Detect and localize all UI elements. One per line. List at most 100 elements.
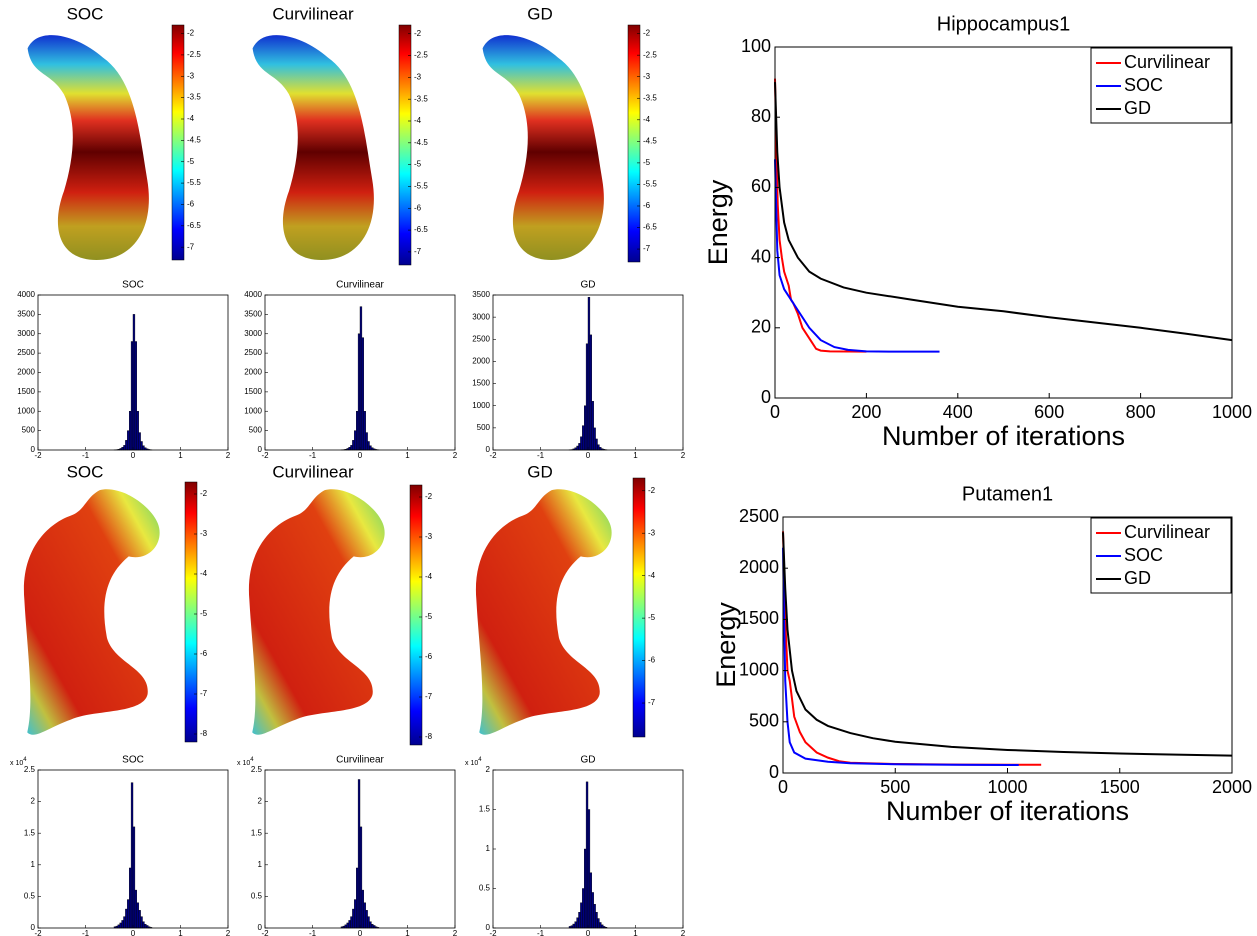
y-tick-label: 1: [258, 860, 263, 869]
x-tick-label: 1: [633, 451, 638, 460]
colorbar-tick-label: -3.5: [643, 93, 657, 102]
y-multiplier-exponent: 4: [250, 757, 254, 763]
histogram-bar: [125, 908, 128, 929]
histogram-bar: [369, 921, 372, 929]
colorbar-tick-label: -5: [648, 613, 656, 622]
y-tick-label: 0: [31, 445, 36, 454]
series-line: [782, 532, 1233, 757]
legend-label: GD: [1124, 98, 1151, 118]
histogram-bar: [585, 343, 589, 451]
histogram-bar: [582, 425, 585, 451]
histogram-bar: [591, 892, 594, 929]
surface-render: [27, 35, 149, 260]
colorbar-tick-label: -6: [200, 649, 208, 658]
y-tick-label: 3500: [472, 290, 490, 299]
histogram-bar: [363, 902, 366, 929]
y-multiplier-base: x 10: [465, 760, 478, 767]
histogram-bar: [134, 341, 137, 451]
histogram-bar: [354, 899, 357, 929]
histogram-bar: [140, 441, 143, 451]
histogram-bar: [140, 916, 143, 929]
histogram-bar: [132, 314, 136, 451]
y-tick-label: 100: [741, 36, 771, 56]
colorbar-tick-label: -6.5: [643, 223, 657, 232]
surface-title: Curvilinear: [272, 4, 354, 23]
histogram-bar: [580, 436, 583, 451]
y-tick-label: 1.5: [24, 828, 36, 837]
histogram-bar: [130, 782, 134, 929]
x-tick-label: -2: [34, 929, 42, 936]
x-tick-label: 2: [453, 929, 458, 936]
histogram-bar: [365, 910, 368, 929]
histogram-bar: [127, 899, 130, 929]
colorbar-tick-label: -7: [187, 242, 195, 251]
histogram-bar: [121, 920, 124, 929]
histogram-bar: [117, 924, 120, 929]
y-tick-label: 1500: [17, 387, 35, 396]
colorbar-tick-label: -3.5: [414, 94, 428, 103]
colorbar-tick-label: -5: [643, 158, 651, 167]
histogram-bar: [363, 411, 366, 451]
y-tick-label: 0.5: [251, 892, 263, 901]
surface-title: GD: [527, 4, 553, 23]
colorbar: [171, 24, 185, 261]
histogram-bar: [130, 341, 134, 451]
histogram-bar: [128, 867, 132, 929]
colorbar-tick-label: -6: [414, 203, 422, 212]
series-line: [782, 547, 1019, 767]
y-multiplier: x 104: [10, 757, 27, 767]
x-tick-label: 2: [681, 451, 686, 460]
y-tick-label: 2000: [17, 368, 35, 377]
histogram-bar: [119, 922, 122, 929]
histogram-bar: [576, 445, 579, 451]
y-tick-label: 0: [769, 762, 779, 782]
x-tick-label: 2: [226, 929, 231, 936]
x-tick-label: -1: [309, 929, 317, 936]
x-tick-label: 2: [226, 451, 231, 460]
histogram-bar: [595, 438, 598, 451]
y-tick-label: 2000: [472, 357, 490, 366]
y-tick-label: 3500: [244, 309, 262, 318]
colorbar-tick-label: -7: [643, 244, 651, 253]
colorbar-tick-label: -6: [425, 652, 433, 661]
x-tick-label: 400: [943, 402, 973, 422]
histogram-bar: [591, 401, 594, 451]
histogram-bar: [576, 917, 579, 929]
series-line: [774, 82, 1233, 342]
y-tick-label: 2500: [17, 348, 35, 357]
colorbar-tick-label: -3: [187, 71, 195, 80]
histogram-title: Curvilinear: [336, 755, 384, 766]
histogram-bar: [357, 333, 361, 451]
x-tick-label: 0: [131, 451, 136, 460]
histogram-bar: [587, 809, 591, 929]
surface-render: [23, 489, 160, 735]
y-multiplier: x 104: [465, 757, 482, 767]
series-line: [782, 531, 1042, 766]
y-multiplier-base: x 10: [10, 760, 23, 767]
histogram-bar: [136, 902, 139, 929]
colorbar-tick-label: -5: [414, 160, 422, 169]
histogram-bar: [356, 867, 359, 929]
chart-title: Hippocampus1: [937, 13, 1070, 35]
y-tick-label: 500: [477, 423, 491, 432]
y-tick-label: 2.5: [24, 765, 36, 774]
histogram-bar: [354, 430, 357, 451]
x-tick-label: 200: [851, 402, 881, 422]
histogram-bar: [359, 826, 363, 929]
colorbar-tick-label: -4: [425, 572, 433, 581]
x-tick-label: 1000: [1212, 402, 1252, 422]
histogram-bar: [142, 445, 145, 451]
histogram-bar: [138, 910, 141, 929]
x-tick-label: -2: [34, 451, 42, 460]
histogram-bar: [361, 889, 364, 929]
colorbar-tick-label: -8: [200, 729, 208, 738]
series-line: [774, 78, 867, 353]
x-tick-label: -1: [82, 929, 90, 936]
colorbar-tick-label: -3: [425, 532, 433, 541]
y-multiplier-exponent: 4: [23, 757, 27, 763]
colorbar-tick-label: -6: [187, 200, 195, 209]
colorbar-tick-label: -6.5: [414, 225, 428, 234]
histogram-bar: [344, 924, 347, 929]
colorbar-tick-label: -5.5: [414, 182, 428, 191]
x-tick-label: 1: [405, 451, 410, 460]
